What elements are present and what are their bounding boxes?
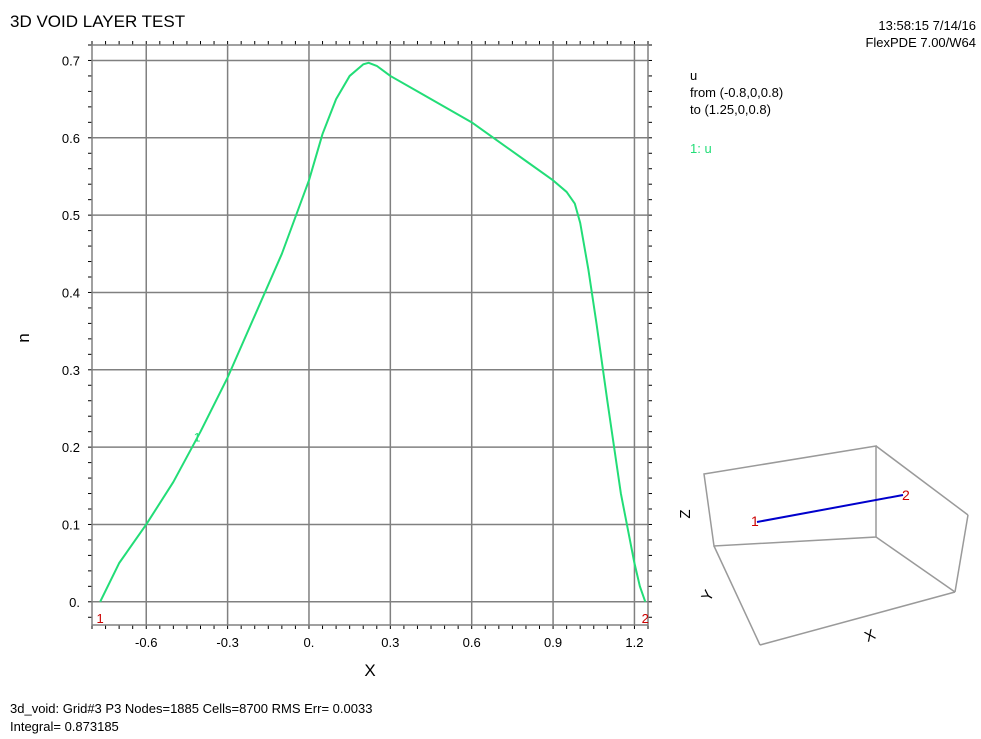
x-tick-label: 1.2 (625, 635, 643, 650)
inset-top-right-edge (875, 445, 969, 516)
plot-title: 3D VOID LAYER TEST (10, 12, 185, 31)
y-tick-label: 0.1 (62, 517, 80, 532)
inset-start-label: 1 (751, 513, 759, 529)
axis-ticks (88, 41, 652, 629)
x-tick-labels: -0.6 -0.3 0. 0.3 0.6 0.9 1.2 (135, 635, 643, 650)
y-tick-label: 0.6 (62, 131, 80, 146)
y-tick-label: 0.5 (62, 208, 80, 223)
x-tick-label: 0.9 (544, 635, 562, 650)
series-marker-label: 1 (194, 431, 201, 445)
plot-frame (91, 44, 649, 626)
legend-series-label: 1: u (690, 141, 712, 156)
inset-back-face (703, 445, 877, 547)
inset-x-axis-label: X (862, 626, 878, 646)
legend-to: to (1.25,0,0.8) (690, 102, 771, 117)
inset-3d-box: 1 2 Z Y X (677, 445, 969, 646)
y-axis-label: u (16, 333, 35, 342)
x-tick-label: 0. (304, 635, 315, 650)
series-line-u (99, 61, 647, 603)
inset-front-bottom-edge (759, 591, 956, 646)
legend: u from (-0.8,0,0.8) to (1.25,0,0.8) 1: u (690, 68, 783, 156)
y-tick-label: 0. (69, 595, 80, 610)
x-tick-label: -0.3 (216, 635, 238, 650)
software-version: FlexPDE 7.00/W64 (865, 35, 976, 50)
inset-end-label: 2 (902, 487, 910, 503)
inset-box-edges (703, 445, 969, 646)
inset-z-axis-label: Z (677, 509, 694, 518)
line-chart: -0.6 -0.3 0. 0.3 0.6 0.9 1.2 0. 0.1 0.2 0.3 0.4 0.5… (16, 41, 652, 680)
series-layer: 1 1 2 (97, 61, 649, 626)
x-tick-label: -0.6 (135, 635, 157, 650)
x-axis-label: X (364, 661, 375, 680)
timestamp: 13:58:15 7/14/16 (878, 18, 976, 33)
y-tick-label: 0.2 (62, 440, 80, 455)
legend-variable: u (690, 68, 697, 83)
inset-bottom-left-edge (713, 545, 761, 646)
x-tick-label: 0.6 (463, 635, 481, 650)
inset-y-axis-label: Y (698, 587, 718, 604)
run-stats: 3d_void: Grid#3 P3 Nodes=1885 Cells=8700… (10, 701, 372, 716)
inset-path-line (756, 494, 904, 523)
path-end-label: 2 (642, 611, 649, 626)
legend-from: from (-0.8,0,0.8) (690, 85, 783, 100)
path-start-label: 1 (97, 611, 104, 626)
inset-bottom-right-edge (875, 536, 956, 593)
x-tick-label: 0.3 (381, 635, 399, 650)
y-tick-label: 0.7 (62, 53, 80, 68)
inset-right-edge (954, 514, 969, 593)
y-tick-labels: 0. 0.1 0.2 0.3 0.4 0.5 0.6 0.7 (62, 53, 80, 609)
integral-value: Integral= 0.873185 (10, 719, 119, 734)
y-tick-label: 0.4 (62, 285, 80, 300)
y-tick-label: 0.3 (62, 363, 80, 378)
grid-lines (92, 45, 648, 625)
